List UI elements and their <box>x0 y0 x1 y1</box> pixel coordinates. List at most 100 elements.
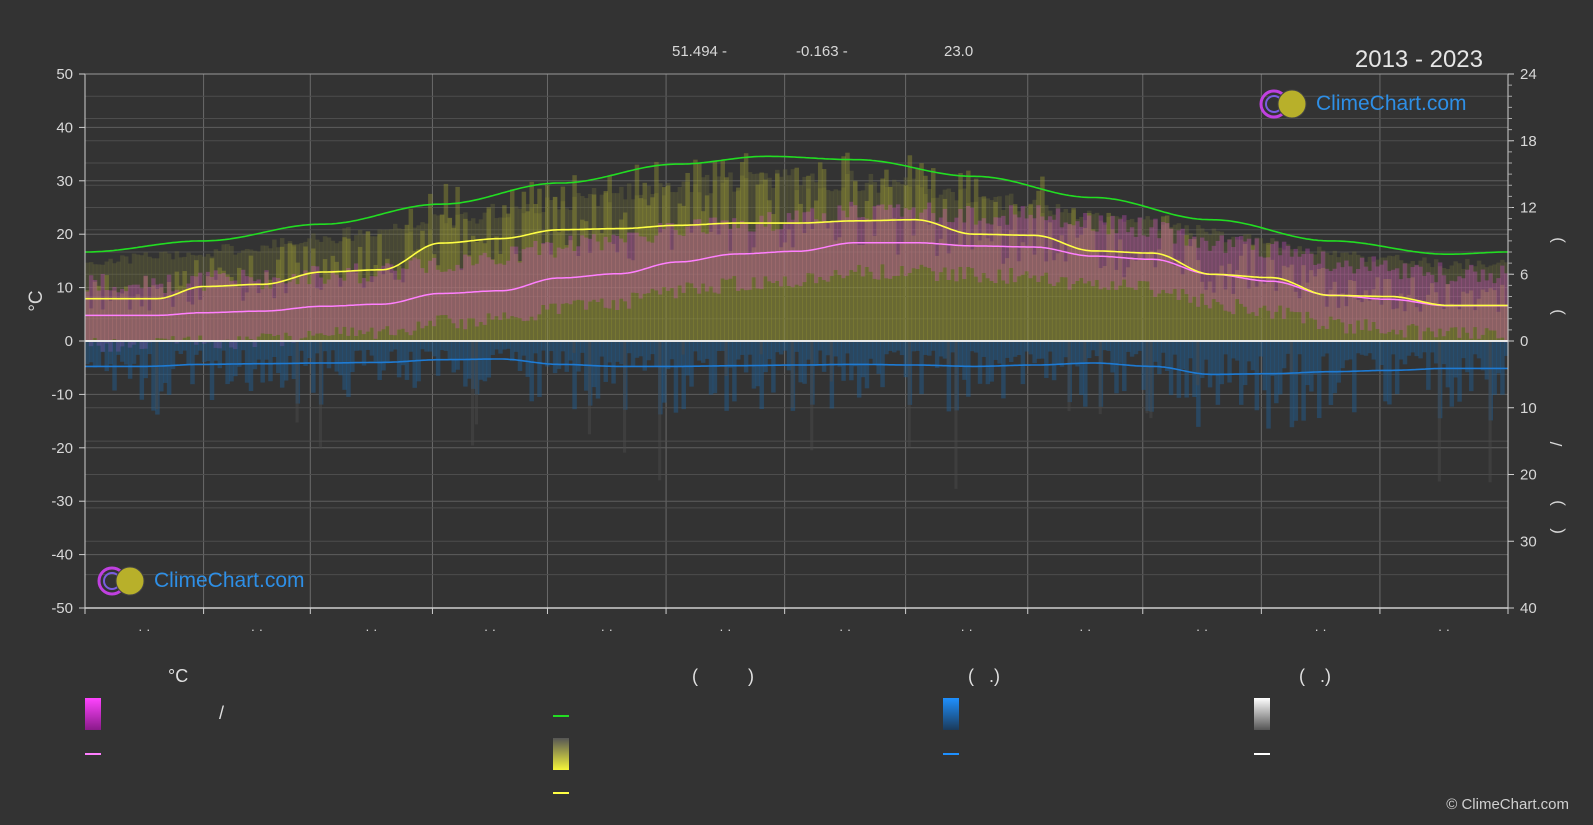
temperature-bar <box>217 274 223 349</box>
rain-bar <box>85 341 90 365</box>
sunshine-bar <box>1371 261 1377 341</box>
temperature-bar <box>1203 240 1209 305</box>
left-tick-label: 50 <box>56 66 73 83</box>
temperature-bar <box>665 223 671 291</box>
rain-bar <box>1418 341 1423 359</box>
rain-bar <box>1363 341 1369 356</box>
sunshine-bar <box>1414 265 1419 341</box>
sunshine-bar <box>1231 236 1236 341</box>
sunshine-bar <box>915 184 920 341</box>
sunshine-bar <box>287 243 293 341</box>
temperature-bar <box>205 271 211 343</box>
sunshine-bar <box>1020 207 1026 341</box>
rain-bar <box>455 341 460 370</box>
temperature-bar <box>751 231 757 278</box>
rain-bar <box>934 341 940 368</box>
sunshine-bar <box>96 264 102 341</box>
rain-bar <box>494 341 499 350</box>
sunshine-bar <box>451 227 456 341</box>
sunshine-bar <box>1219 231 1224 341</box>
sunshine-bar <box>400 229 406 341</box>
sunshine-bar <box>1180 274 1186 341</box>
sunshine-bar <box>404 224 410 341</box>
sunshine-bar <box>1137 251 1143 341</box>
rain-bar <box>545 341 550 367</box>
sunshine-bar <box>303 246 308 341</box>
temperature-bar <box>689 224 694 284</box>
sunshine-bar <box>868 184 874 341</box>
rain-bar <box>1036 341 1041 359</box>
sunshine-bar <box>1040 176 1045 341</box>
sunshine-bar <box>498 253 503 341</box>
sunshine-bar <box>1047 222 1053 341</box>
sunshine-bar <box>1040 212 1045 341</box>
sunshine-bar <box>1028 203 1033 341</box>
temperature-bar <box>283 283 289 333</box>
logo-bottom[interactable]: ClimeChart.com <box>96 565 305 597</box>
sunshine-bar <box>100 264 106 341</box>
right-tick-label: 20 <box>1520 467 1537 484</box>
sunshine-bar <box>993 201 998 341</box>
sunshine-bar <box>396 265 402 341</box>
sunshine-bar <box>252 250 258 341</box>
sunshine-bar <box>728 172 733 341</box>
logo-top[interactable]: ClimeChart.com <box>1258 88 1467 120</box>
sunshine-bar <box>591 194 597 341</box>
rain-bar <box>209 341 215 401</box>
sunshine-bar <box>1168 228 1174 341</box>
right-tick-label: 10 <box>1520 400 1537 417</box>
temperature-bar <box>490 259 495 320</box>
rain-bar <box>400 341 406 366</box>
rain-bar <box>568 341 573 361</box>
sunshine-bar <box>1309 270 1314 341</box>
sunshine-bar <box>607 202 612 341</box>
temperature-bar <box>435 269 441 316</box>
sunshine-bar <box>794 167 800 341</box>
sunshine-bar <box>240 300 246 341</box>
left-tick-label: 40 <box>56 119 73 136</box>
sunshine-bar <box>892 218 897 341</box>
sunshine-bar <box>1098 268 1104 341</box>
rain-bar <box>240 341 246 351</box>
temperature-bar <box>1352 273 1357 334</box>
sunshine-bar <box>463 218 468 341</box>
sunshine-bar <box>1394 254 1400 341</box>
legend-rain-swatch <box>943 698 959 730</box>
sunshine-bar <box>459 213 464 341</box>
rain-bar <box>1316 341 1322 419</box>
sunshine-bar <box>1086 212 1092 341</box>
sunshine-bar <box>1484 267 1490 341</box>
sunshine-bar <box>837 190 842 341</box>
year-range: 2013 - 2023 <box>1354 46 1483 73</box>
sunshine-bar <box>1141 259 1147 341</box>
temperature-bar <box>120 288 125 347</box>
temperature-bar <box>619 238 624 299</box>
sunshine-bar <box>1184 234 1189 341</box>
rain-bar <box>1371 341 1377 360</box>
temperature-bar <box>962 222 967 280</box>
rain-bar <box>1465 341 1470 373</box>
sunshine-bar <box>194 255 199 341</box>
rain-bar <box>135 341 141 355</box>
temperature-bar <box>139 288 145 350</box>
temperature-bar <box>213 270 219 348</box>
sunshine-bar <box>311 248 316 341</box>
sunshine-bar <box>85 262 90 341</box>
sunshine-bar <box>1461 291 1466 341</box>
temperature-bar <box>1086 215 1092 282</box>
temperature-bar <box>1293 248 1299 313</box>
sunshine-bar <box>712 180 718 341</box>
precip-bar <box>1149 341 1153 419</box>
sunshine-bar <box>1192 239 1197 341</box>
sunshine-bar <box>334 243 340 341</box>
sunshine-bar <box>1024 245 1030 341</box>
sunshine-bar <box>778 247 784 341</box>
sunshine-bar <box>1433 292 1439 341</box>
sunshine-bar <box>338 286 343 341</box>
temperature-bar <box>1083 212 1088 284</box>
sunshine-bar <box>326 273 332 341</box>
sunshine-bar <box>392 223 398 341</box>
sunshine-bar <box>821 169 827 341</box>
sunshine-bar <box>989 241 994 341</box>
sunshine-bar <box>708 193 714 341</box>
